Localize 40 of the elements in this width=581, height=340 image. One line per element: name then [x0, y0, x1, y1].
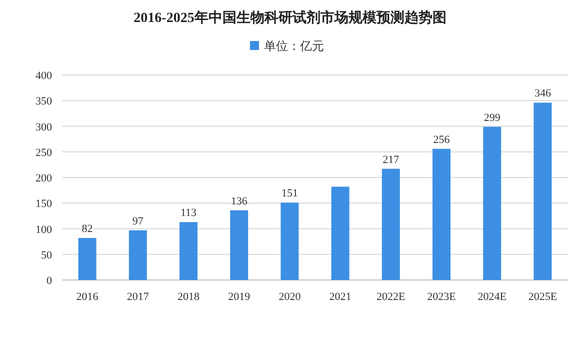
- bar: [280, 202, 299, 280]
- x-tick-label: 2024E: [478, 291, 507, 303]
- bar: [534, 102, 552, 280]
- y-tick-label: 150: [36, 198, 52, 210]
- data-label: 113: [180, 207, 198, 220]
- legend-label: 单位：亿元: [264, 39, 324, 53]
- y-tick-label: 50: [41, 249, 52, 262]
- y-tick-label: 100: [36, 224, 52, 236]
- data-label: 82: [82, 222, 93, 235]
- bar: [128, 230, 147, 280]
- data-label: 97: [132, 215, 144, 228]
- x-tick-label: 2025E: [528, 291, 558, 303]
- data-label: 299: [484, 112, 501, 124]
- y-tick-label: 250: [36, 146, 52, 159]
- data-label: 151: [281, 188, 298, 200]
- bar: [432, 148, 450, 280]
- x-tick-label: 2016: [76, 291, 99, 303]
- bar: [382, 168, 400, 280]
- data-label: 217: [382, 154, 400, 166]
- bar: [483, 126, 502, 280]
- x-tick-label: 2021: [329, 291, 352, 303]
- bar: [230, 210, 248, 280]
- y-tick-label: 200: [36, 172, 52, 184]
- x-tick-label: 2017: [126, 291, 150, 303]
- x-tick-label: 2023E: [427, 291, 456, 303]
- y-tick-label: 0: [46, 275, 52, 287]
- x-tick-label: 2022E: [376, 291, 406, 303]
- y-tick-label: 350: [36, 96, 52, 108]
- chart-title: 2016-2025年中国生物科研试剂市场规模预测趋势图: [134, 9, 446, 26]
- y-tick-label: 300: [36, 121, 52, 134]
- data-label: 136: [230, 195, 248, 208]
- y-tick-label: 400: [36, 70, 52, 82]
- data-label: 346: [534, 88, 552, 100]
- x-tick-label: 2018: [178, 291, 200, 303]
- bar: [180, 222, 198, 280]
- bar: [331, 186, 350, 280]
- x-tick-label: 2019: [228, 291, 251, 303]
- x-tick-label: 2020: [278, 291, 302, 303]
- bar: [78, 238, 96, 280]
- data-label: 256: [433, 134, 450, 146]
